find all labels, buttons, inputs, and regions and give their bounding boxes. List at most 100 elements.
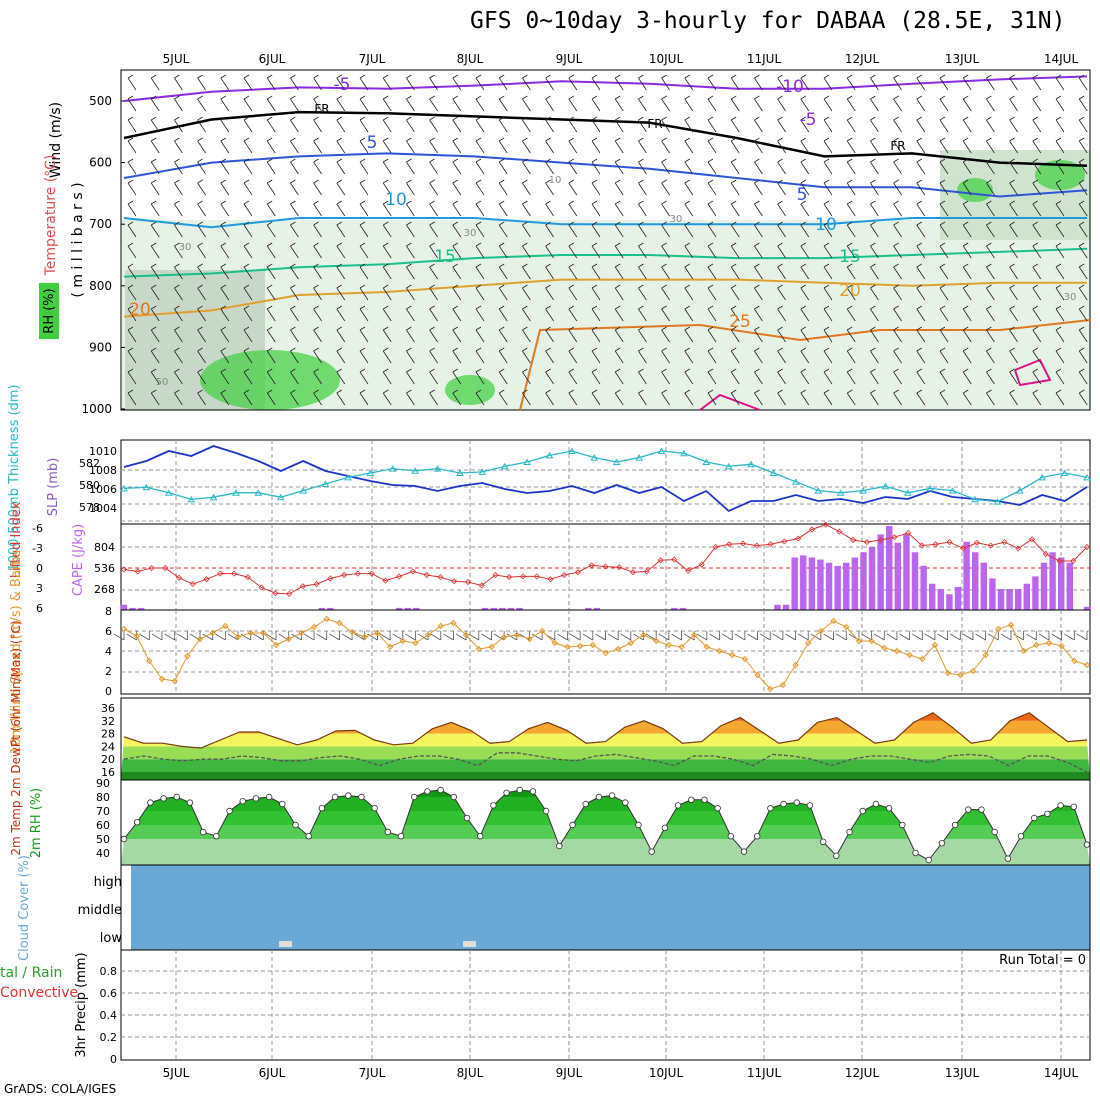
wind-barb [150,305,160,322]
wind-barb [336,179,346,196]
wind-tick-label: 8 [105,605,112,618]
thickness-marker [635,454,643,461]
wind-barb [545,284,554,301]
wind-barb [899,631,911,641]
lifted-index-marker [671,556,678,563]
wind-barb [243,284,253,301]
wind-barb [754,284,763,301]
rh-marker [239,798,246,805]
wind-barb [962,631,974,641]
thickness-marker [1060,469,1069,476]
rh-marker [279,800,286,808]
wind-barb [661,200,670,217]
wind-barb [1078,158,1088,175]
wind-speed-marker [184,652,191,660]
wind-speed-marker [1071,657,1078,665]
wind-barb [1078,263,1088,280]
wind-barb [800,200,810,217]
wind-barb [475,284,485,301]
wind-speed-marker [500,633,508,641]
wind-barb [406,158,415,175]
wind-barb [614,221,624,238]
wind-barb [522,95,531,112]
rh-marker [1044,810,1051,817]
precip-tick-label: 0.6 [100,987,118,1000]
wind-barb [174,116,183,133]
wind-barb [522,158,531,175]
wind-barb [986,347,995,364]
wind-barb [937,631,949,641]
li-tick-label: -6 [32,522,43,535]
wind-barb [220,179,230,196]
lifted-index-line [123,524,1088,595]
wind-barb [429,242,438,259]
wind-speed-marker [678,643,685,651]
wind-barb [800,242,810,259]
wind-barb [939,95,949,112]
wind-barb [754,74,763,91]
wind-barb [266,95,276,112]
wind-barb [707,116,717,133]
bottom-date-label: 6JUL [259,1066,286,1080]
cape-bar [843,562,850,610]
wind-barb [336,368,346,385]
rh-contour-label: 50 [156,377,169,388]
wind-barb [197,368,206,385]
li-tick-label: 0 [36,562,43,575]
wind-barb [498,179,508,196]
wind-barb [174,221,183,238]
wind-barb [127,347,137,364]
temperature-axis-label: Temperature (°C) [43,155,59,277]
wind-barb [707,95,717,112]
bottom-date-label: 8JUL [457,1066,484,1080]
wind-barb [498,242,508,259]
wind-speed-marker [843,623,850,631]
isotherm-line [123,217,1087,229]
wind-barb [777,242,786,259]
rh-tick-label: 80 [96,791,110,804]
wind-barb [568,221,578,238]
wind-barb [568,95,578,112]
isotherm-label: 15 [839,247,861,267]
wind-barb [174,179,183,196]
lifted-index-marker [753,542,760,549]
thickness-marker [1083,473,1091,481]
wind-barb [777,137,786,154]
cape-tick-label: 536 [94,562,115,575]
precip-total-label: tal / Rain [0,965,62,981]
wind-barb [150,137,160,154]
wind-barb [870,137,879,154]
wind-barb [614,137,624,154]
wind-barb [382,137,392,154]
dewpoint-line [123,752,1088,773]
cape-bar [137,607,145,610]
isotherm-line [123,110,1088,167]
cape-bar [920,565,927,610]
wind-barb [569,631,581,641]
wind-barb [290,347,299,364]
wind-barb [962,137,972,154]
wind-barb [545,368,554,385]
precip-axis-label: 3hr Precip (mm) [74,952,89,1057]
wind-barb [986,389,995,406]
wind-barb [197,263,206,280]
wind-barb [846,368,856,385]
rh-marker [252,795,260,802]
rh-marker [885,805,893,812]
lifted-index-marker [781,538,788,545]
wind-barb [638,137,647,154]
wind-barb [174,200,183,217]
wind-barb [545,242,554,259]
lifted-index-marker [767,541,774,548]
wind-speed-marker [1033,641,1040,649]
wind-barb [614,116,624,133]
wind-barb [220,158,230,175]
wind-barb [354,631,366,641]
wind-barb [823,368,833,385]
wind-speed-marker [260,629,267,637]
wind-barb [962,389,972,406]
footer-credit: GrADS: COLA/IGES [4,1082,117,1096]
wind-barb [846,95,856,112]
thickness-marker [903,489,912,496]
wind-barb [290,368,299,385]
